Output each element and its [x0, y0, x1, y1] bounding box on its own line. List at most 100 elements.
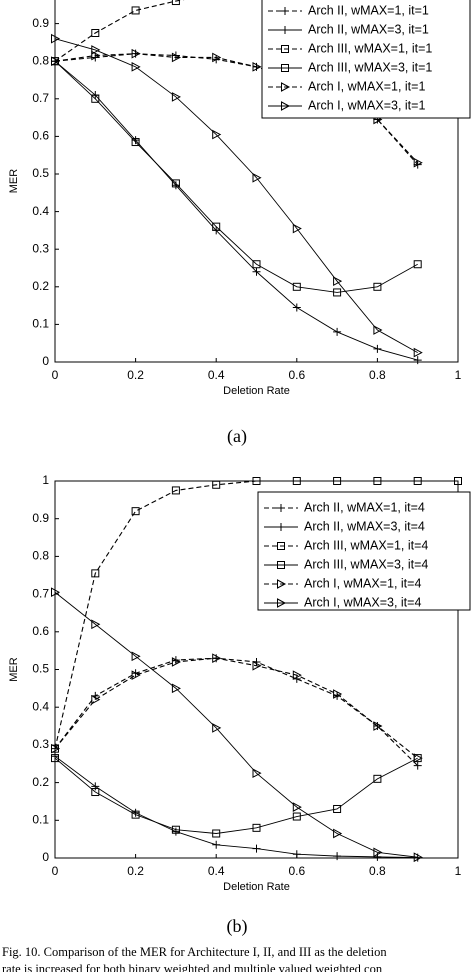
x-tick-label: 0	[52, 368, 59, 382]
marker	[91, 694, 101, 705]
y-tick-label: 0.8	[32, 53, 49, 67]
x-tick-label: 0.6	[288, 368, 305, 382]
y-axis-label: MER	[8, 657, 20, 682]
series-line	[54, 0, 185, 62]
marker	[373, 721, 383, 731]
marker	[292, 812, 301, 821]
series-line	[54, 60, 418, 293]
y-tick-label: 0.5	[32, 662, 49, 676]
marker	[413, 852, 423, 863]
marker	[292, 477, 301, 485]
caption: Fig. 10. Comparison of the MER for Archi…	[2, 945, 387, 959]
x-tick-label: 0.2	[127, 368, 144, 382]
legend-box	[261, 0, 471, 119]
marker	[277, 579, 287, 589]
marker	[277, 542, 285, 550]
legend-label: Arch III, wMAX=1, it=4	[304, 538, 428, 552]
marker	[333, 477, 342, 485]
y-tick-label: 0.2	[32, 279, 49, 293]
marker	[413, 347, 423, 358]
x-tick-label: 0.8	[369, 368, 386, 382]
y-tick-label: 0.4	[32, 699, 49, 713]
marker	[171, 181, 180, 190]
x-tick-label: 0.4	[208, 864, 225, 878]
series-line	[54, 657, 419, 759]
marker	[277, 561, 285, 569]
marker	[413, 260, 422, 269]
marker	[131, 62, 141, 72]
marker	[281, 82, 291, 92]
marker	[252, 844, 261, 853]
series-line	[54, 757, 418, 834]
y-tick-label: 1	[42, 473, 49, 487]
series-line	[54, 60, 418, 361]
y-tick-label: 0.8	[32, 549, 49, 563]
marker	[373, 282, 382, 291]
marker	[171, 0, 180, 6]
series-line	[54, 755, 418, 859]
y-tick-label: 0.3	[32, 241, 49, 255]
x-tick-label: 0.6	[288, 864, 305, 878]
series-line	[54, 480, 458, 749]
marker	[51, 754, 59, 763]
y-tick-label: 0.6	[32, 129, 49, 143]
marker	[413, 477, 422, 485]
marker	[252, 172, 262, 183]
marker	[292, 282, 301, 291]
marker	[413, 356, 422, 365]
x-axis-label: Deletion Rate	[223, 385, 290, 397]
marker	[171, 179, 180, 188]
series-line	[54, 657, 419, 767]
marker	[212, 222, 221, 231]
marker	[413, 761, 422, 770]
marker	[131, 507, 140, 516]
marker	[51, 587, 61, 598]
marker	[51, 33, 61, 44]
marker	[277, 598, 287, 608]
marker	[51, 743, 61, 754]
marker	[333, 852, 342, 861]
x-tick-label: 0.2	[127, 864, 144, 878]
legend-label: Arch III, wMAX=3, it=4	[304, 557, 428, 571]
x-tick-label: 0.8	[369, 864, 386, 878]
panel-label: (b)	[227, 916, 248, 937]
y-tick-label: 0.1	[32, 812, 49, 826]
legend-label: Arch II, wMAX=3, it=4	[304, 519, 425, 533]
marker	[277, 504, 285, 512]
marker	[252, 477, 261, 485]
marker	[91, 619, 101, 630]
marker	[292, 223, 302, 234]
marker	[413, 157, 423, 168]
marker	[252, 660, 262, 671]
x-axis-label: Deletion Rate	[223, 881, 290, 893]
legend-label: Arch II, wMAX=1, it=4	[304, 500, 425, 514]
marker	[413, 753, 423, 763]
marker	[91, 788, 100, 797]
series-line	[54, 38, 418, 353]
y-axis-label: MER	[8, 169, 20, 194]
marker	[131, 651, 141, 662]
marker	[281, 101, 291, 111]
y-tick-label: 0.3	[32, 737, 49, 751]
legend-label: Arch I, wMAX=3, it=1	[308, 98, 425, 112]
marker	[292, 303, 301, 312]
y-tick-label: 0.1	[32, 317, 49, 331]
y-tick-label: 0	[42, 354, 49, 368]
marker	[91, 29, 100, 37]
legend-box	[257, 491, 471, 611]
marker	[171, 92, 181, 102]
marker	[281, 7, 289, 15]
x-tick-label: 1	[455, 368, 462, 382]
marker	[373, 847, 383, 858]
legend-label: Arch III, wMAX=1, it=1	[308, 41, 432, 55]
marker	[91, 45, 101, 55]
y-tick-label: 0.4	[32, 204, 49, 218]
y-tick-label: 0.2	[32, 775, 49, 789]
marker	[333, 689, 343, 699]
x-tick-label: 1	[455, 864, 462, 878]
marker	[131, 6, 140, 15]
marker	[171, 825, 180, 834]
marker	[171, 827, 180, 836]
marker	[292, 850, 301, 859]
